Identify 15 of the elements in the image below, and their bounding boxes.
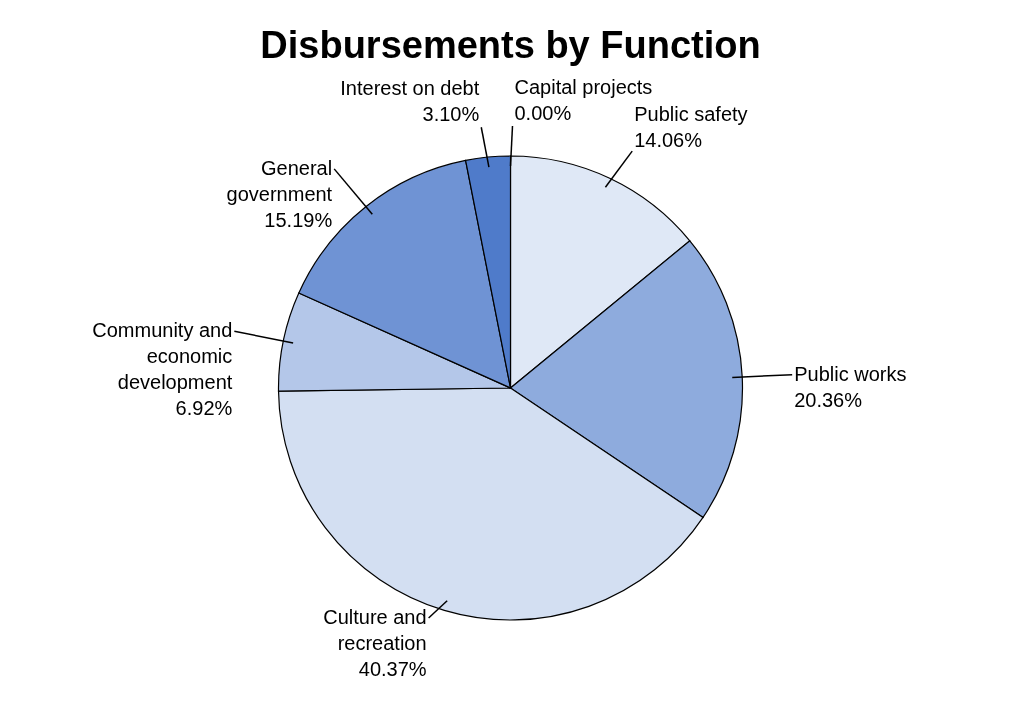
data-label: 20.36%: [794, 388, 863, 411]
slice-label: General government: [226, 156, 333, 205]
slice-label: Public works: [794, 362, 907, 385]
chart-title: Disbursements by Function: [260, 24, 761, 66]
data-label: 15.19%: [264, 208, 333, 231]
data-label: 3.10%: [422, 103, 480, 126]
text: 0.00%: [514, 102, 572, 124]
category-label: Capital projects: [514, 76, 653, 98]
slice-label: Culture and recreation: [323, 606, 427, 654]
data-label: 6.92%: [175, 397, 233, 420]
slice-label: Public safety: [634, 102, 748, 125]
data-label: 14.06%: [634, 128, 703, 151]
data-label: 40.37%: [358, 658, 427, 680]
slice-label: Community and economic development: [92, 319, 233, 394]
slice-label: Interest on debt: [340, 77, 480, 100]
